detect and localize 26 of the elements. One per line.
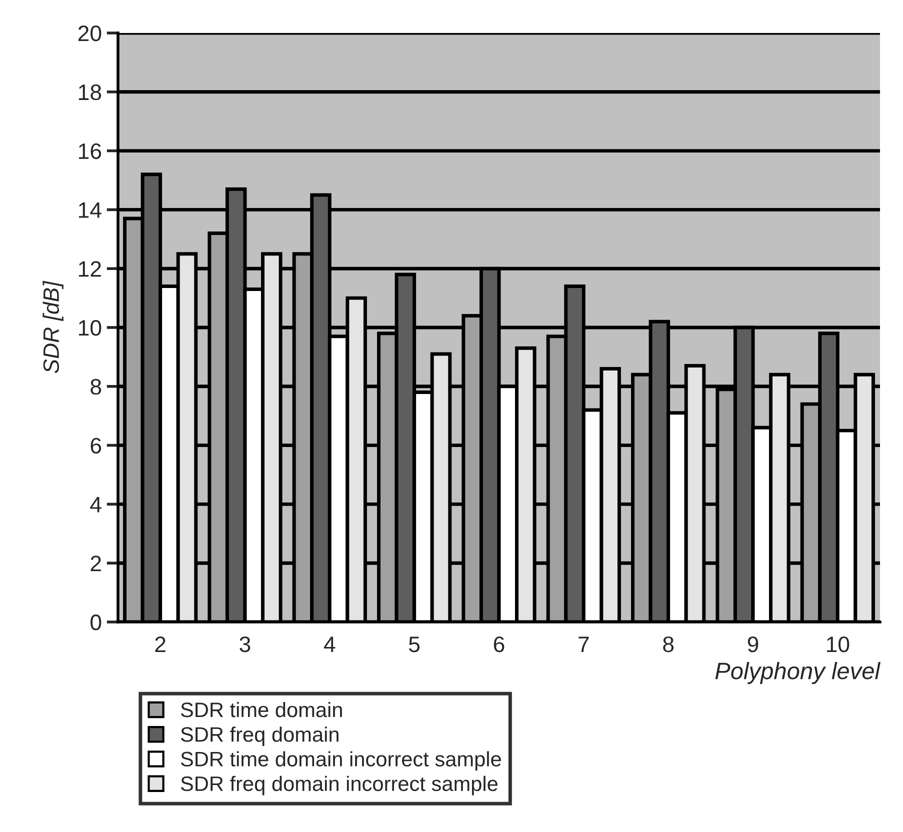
y-tick-label: 12 (79, 261, 101, 277)
legend-label: SDR time domain (180, 702, 342, 718)
x-tick-label: 10 (827, 636, 850, 652)
y-tick-label: 0 (90, 614, 102, 630)
y-tick-label: 10 (79, 320, 102, 336)
y-axis-title: SDR [dB] (42, 280, 64, 374)
y-tick-label: 4 (90, 496, 102, 512)
x-tick-label: 5 (409, 636, 420, 652)
x-axis-title: Polyphony level (715, 662, 881, 684)
y-tick-label: 8 (90, 378, 102, 395)
y-tick-label: 14 (79, 202, 102, 218)
x-tick-label: 3 (240, 636, 250, 652)
x-tick-label: 9 (748, 636, 758, 652)
x-tick-label: 7 (578, 636, 589, 652)
y-tick-label: 18 (79, 84, 102, 100)
x-tick-label: 8 (663, 636, 674, 652)
y-tick-label: 2 (90, 556, 101, 572)
x-tick-label: 2 (155, 636, 166, 652)
y-tick-label: 6 (90, 438, 102, 454)
legend-label: SDR time domain incorrect sample (180, 751, 501, 771)
x-tick-label: 6 (494, 636, 504, 652)
x-tick-label: 4 (324, 636, 336, 652)
legend-label: SDR freq domain (180, 726, 338, 746)
y-tick-label: 20 (78, 26, 102, 42)
y-tick-label: 16 (79, 143, 102, 160)
legend-label: SDR freq domain incorrect sample (180, 776, 498, 796)
